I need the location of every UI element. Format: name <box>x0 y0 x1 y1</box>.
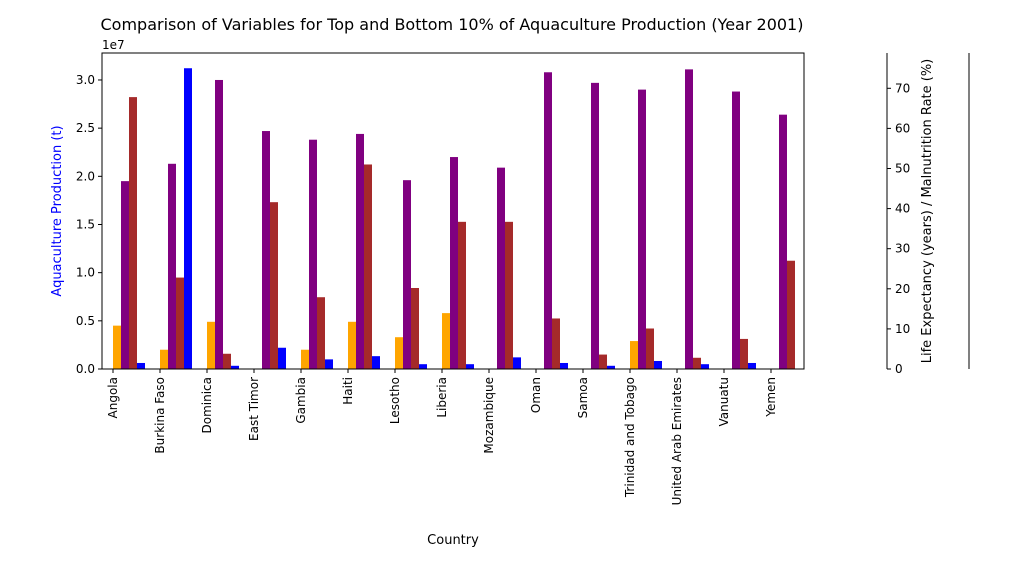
bar <box>779 114 787 369</box>
bar <box>591 82 599 370</box>
bar <box>121 181 129 369</box>
bar <box>638 89 646 370</box>
x-tick-label: Gambia <box>294 377 308 424</box>
bar <box>215 79 223 369</box>
bar <box>560 362 568 369</box>
left-axis: 0.0 0.5 1.0 1.5 2.0 2.5 3.0 <box>76 73 102 376</box>
bar <box>395 337 403 369</box>
bar <box>654 360 662 369</box>
bar <box>262 131 270 369</box>
bar <box>160 349 168 369</box>
bar <box>137 362 145 369</box>
right-tick-label: 0 <box>895 362 903 376</box>
x-tick-label: Dominica <box>200 377 214 434</box>
bar <box>411 287 419 369</box>
x-tick-label: Yemen <box>764 377 778 418</box>
right-axis: 0 10 20 30 40 50 60 70 <box>887 81 910 376</box>
bar <box>301 349 309 369</box>
bar <box>270 202 278 369</box>
bar <box>207 321 215 369</box>
bar <box>278 347 286 369</box>
left-tick-label: 0.5 <box>76 314 95 328</box>
bar <box>701 364 709 369</box>
left-tick-label: 2.5 <box>76 121 95 135</box>
bar <box>450 157 458 369</box>
bar <box>231 365 239 369</box>
bar <box>544 72 552 369</box>
bar <box>607 365 615 369</box>
bar <box>356 133 364 369</box>
bar <box>317 297 325 369</box>
x-axis-label: Country <box>427 533 479 548</box>
x-tick-label: Mozambique <box>482 377 496 454</box>
bar <box>348 321 356 369</box>
x-tick-label: Samoa <box>576 377 590 418</box>
bar <box>740 338 748 369</box>
bar <box>748 362 756 369</box>
left-tick-label: 3.0 <box>76 73 95 87</box>
bar <box>599 354 607 369</box>
bars <box>113 68 795 370</box>
bar <box>693 357 701 369</box>
right-tick-label: 70 <box>895 81 910 95</box>
left-tick-label: 1.0 <box>76 266 95 280</box>
x-tick-label: Lesotho <box>388 377 402 424</box>
bar <box>466 364 474 369</box>
bar <box>168 163 176 369</box>
bar <box>787 260 795 369</box>
bar <box>419 364 427 369</box>
left-tick-label: 2.0 <box>76 169 95 183</box>
x-tick-label: Burkina Faso <box>153 377 167 454</box>
right-tick-label: 60 <box>895 121 910 135</box>
bar <box>325 359 333 369</box>
left-tick-label: 1.5 <box>76 217 95 231</box>
bar <box>505 221 513 369</box>
chart-title: Comparison of Variables for Top and Bott… <box>101 15 804 34</box>
bar <box>184 68 192 369</box>
bar <box>364 164 372 369</box>
right-tick-label: 10 <box>895 322 910 336</box>
bar <box>129 97 137 370</box>
bar <box>309 139 317 369</box>
left-axis-multiplier: 1e7 <box>102 38 125 52</box>
bar <box>732 91 740 369</box>
x-axis: Angola Burkina Faso Dominica East Timor Gamb… <box>106 369 778 505</box>
bar <box>630 341 638 369</box>
x-tick-label: East Timor <box>247 377 261 441</box>
right-tick-label: 20 <box>895 282 910 296</box>
x-tick-label: Oman <box>529 377 543 413</box>
bar <box>513 357 521 369</box>
bar <box>552 318 560 369</box>
right-tick-label: 40 <box>895 202 910 216</box>
right-tick-label: 30 <box>895 242 910 256</box>
bar <box>497 167 505 369</box>
x-tick-label: Angola <box>106 377 120 418</box>
right-tick-label: 50 <box>895 161 910 175</box>
plot-frame <box>101 52 805 370</box>
x-tick-label: Haiti <box>341 377 355 405</box>
left-tick-label: 0.0 <box>76 362 95 376</box>
y-axis-label-right: Life Expectancy (years) / Malnutrition R… <box>920 59 935 364</box>
bar <box>113 325 121 369</box>
bar <box>176 277 184 369</box>
bar <box>646 328 654 369</box>
x-tick-label: Vanuatu <box>717 377 731 427</box>
y-axis-label-left: Aquaculture Production (t) <box>50 125 65 296</box>
x-tick-label: Trinidad and Tobago <box>623 377 637 498</box>
bar <box>223 353 231 369</box>
bar <box>442 313 450 369</box>
x-tick-label: United Arab Emirates <box>670 377 684 505</box>
bar <box>403 180 411 369</box>
bar <box>458 221 466 369</box>
bar <box>372 356 380 369</box>
bar <box>685 69 693 369</box>
x-tick-label: Liberia <box>435 377 449 418</box>
